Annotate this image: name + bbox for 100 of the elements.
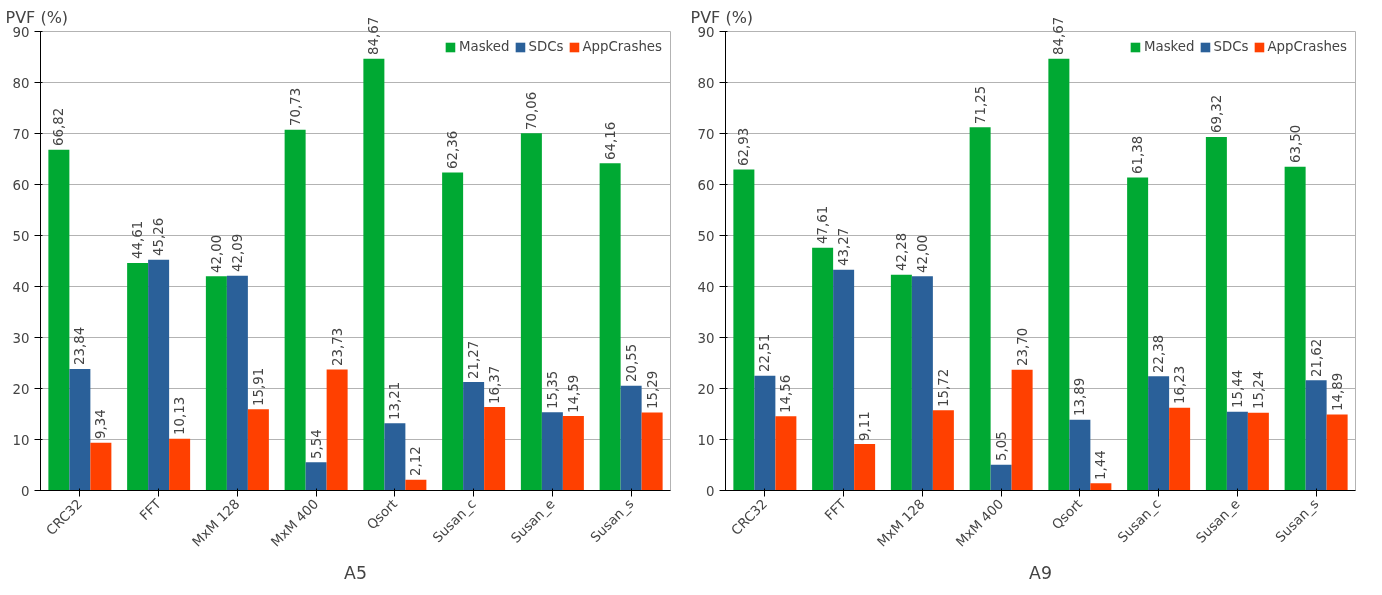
- data-label: 71,25: [972, 85, 988, 124]
- bar: [1011, 369, 1033, 491]
- bar: [1284, 166, 1306, 491]
- data-label: 23,84: [71, 327, 87, 366]
- bar: [1326, 414, 1348, 491]
- data-label: 15,72: [935, 368, 951, 407]
- data-label: 22,51: [756, 334, 772, 373]
- bar: [520, 133, 542, 491]
- data-label: 14,89: [1329, 372, 1345, 412]
- bar: [890, 274, 912, 491]
- bar: [1305, 380, 1327, 491]
- bar: [247, 409, 269, 491]
- data-label: 16,37: [486, 365, 502, 404]
- bar: [148, 259, 170, 491]
- bar: [463, 382, 485, 491]
- data-label: 44,61: [129, 221, 145, 260]
- data-label: 10,13: [171, 397, 187, 436]
- data-label: 15,35: [544, 370, 560, 409]
- data-label: 5,05: [993, 431, 1009, 462]
- y-axis-title: PVF (%): [690, 7, 754, 27]
- data-label: 14,59: [565, 374, 581, 413]
- data-label: 42,28: [893, 233, 909, 272]
- bar: [990, 464, 1012, 491]
- bar: [754, 375, 776, 491]
- data-label: 70,73: [287, 88, 303, 127]
- bar: [1148, 376, 1170, 491]
- y-tick-label: 10: [697, 432, 715, 448]
- data-label: 20,55: [623, 344, 639, 383]
- data-label: 42,00: [914, 234, 930, 273]
- bar: [1069, 419, 1091, 491]
- y-tick-label: 80: [697, 75, 715, 91]
- bar: [599, 163, 621, 491]
- y-tick-label: 10: [12, 432, 30, 448]
- bar: [384, 423, 406, 491]
- legend-label: SDCs: [528, 39, 564, 54]
- data-label: 84,67: [1050, 17, 1066, 56]
- data-label: 2,12: [407, 446, 423, 477]
- data-label: 47,61: [814, 206, 830, 245]
- bar: [641, 412, 663, 491]
- data-label: 21,62: [1308, 338, 1324, 377]
- bar: [48, 149, 70, 491]
- data-label: 42,09: [229, 234, 245, 273]
- data-label: 23,73: [329, 327, 345, 366]
- bar: [1205, 136, 1227, 491]
- data-label: 45,26: [150, 218, 166, 257]
- y-tick-label: 20: [697, 381, 715, 397]
- y-tick-label: 50: [12, 228, 30, 244]
- data-label: 15,24: [1250, 371, 1266, 410]
- bar: [405, 479, 427, 491]
- y-tick-label: 80: [12, 75, 30, 91]
- data-label: 1,44: [1092, 449, 1108, 480]
- data-label: 16,23: [1171, 366, 1187, 405]
- data-label: 42,00: [208, 234, 224, 273]
- bar: [1247, 412, 1269, 491]
- y-tick-label: 90: [697, 24, 715, 40]
- bar: [911, 276, 933, 491]
- x-axis-title: A9: [1029, 562, 1052, 583]
- data-label: 64,16: [602, 121, 618, 160]
- x-tick-label: FFT: [136, 495, 165, 524]
- bar: [775, 416, 797, 491]
- bar: [562, 416, 584, 491]
- data-label: 13,89: [1071, 378, 1087, 417]
- bar: [1127, 177, 1149, 491]
- data-label: 14,56: [777, 374, 793, 413]
- bar: [1090, 483, 1112, 491]
- y-tick-label: 40: [697, 279, 715, 295]
- y-tick-label: 90: [12, 24, 30, 40]
- y-tick-label: 0: [706, 483, 715, 499]
- bar: [363, 58, 385, 491]
- legend-label: AppCrashes: [582, 39, 662, 54]
- data-label: 15,29: [644, 370, 660, 410]
- legend-label: Masked: [458, 39, 510, 54]
- y-tick-label: 30: [12, 330, 30, 346]
- y-tick-label: 20: [12, 381, 30, 397]
- data-label: 63,50: [1287, 124, 1303, 164]
- bar: [932, 410, 954, 491]
- bar: [1169, 407, 1191, 491]
- bar: [833, 269, 855, 491]
- bar: [969, 127, 991, 491]
- data-label: 61,38: [1129, 135, 1145, 174]
- data-label: 84,67: [365, 17, 381, 56]
- y-axis-title: PVF (%): [5, 7, 69, 27]
- bar: [442, 172, 464, 491]
- bar: [1048, 58, 1070, 491]
- data-label: 15,44: [1229, 370, 1245, 409]
- data-label: 70,06: [523, 91, 539, 130]
- data-label: 23,70: [1014, 327, 1030, 367]
- data-label: 22,38: [1150, 334, 1166, 373]
- y-tick-label: 70: [12, 126, 30, 142]
- data-label: 69,32: [1208, 95, 1224, 134]
- data-label: 15,91: [250, 367, 266, 406]
- bar: [620, 385, 642, 491]
- bar: [326, 369, 348, 491]
- legend-label: SDCs: [1213, 39, 1249, 54]
- bar: [226, 275, 248, 491]
- bar: [812, 247, 834, 491]
- data-label: 62,93: [735, 127, 751, 167]
- y-tick-label: 60: [697, 177, 715, 193]
- bar: [127, 262, 149, 491]
- data-label: 21,27: [465, 340, 481, 379]
